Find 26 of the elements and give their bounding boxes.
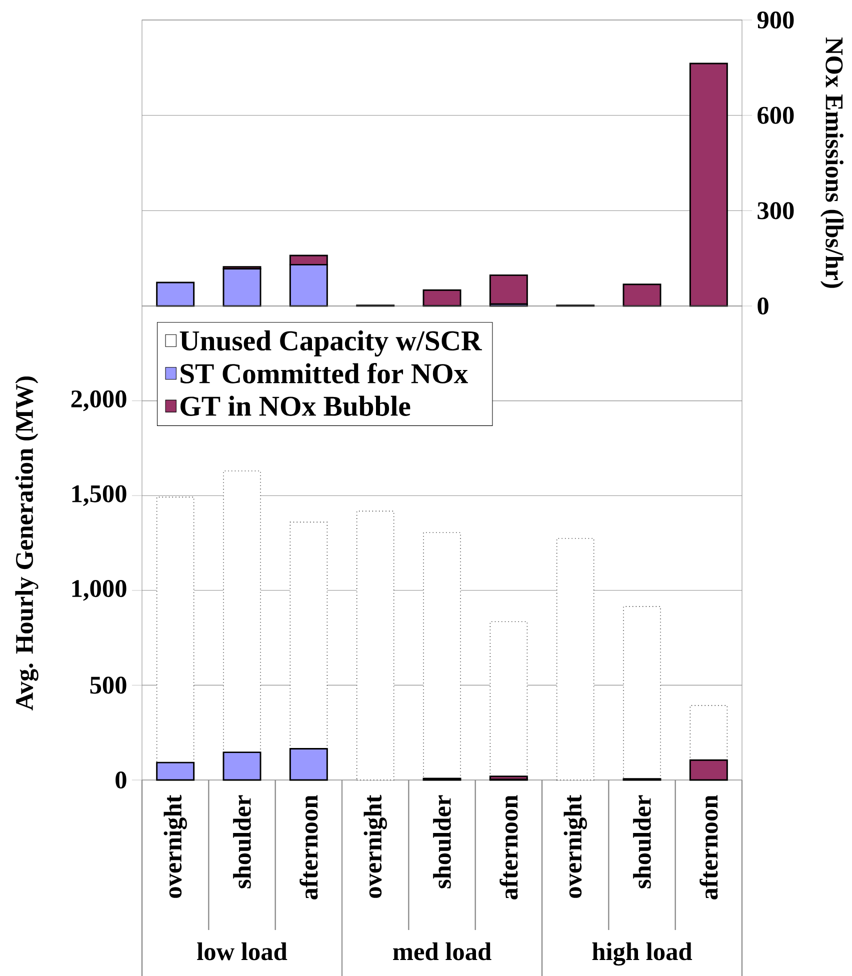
x-tick-label: afternoon bbox=[300, 795, 318, 900]
text: high load bbox=[592, 942, 692, 966]
y2-axis-title: NOx Emissions (lbs/hr) bbox=[820, 37, 844, 288]
x-tick-label: overnight bbox=[164, 794, 187, 898]
y-tick-label: 1,000 bbox=[72, 580, 126, 601]
x-tick-label: shoulder bbox=[233, 795, 251, 888]
y2-tick-label: 0 bbox=[758, 297, 768, 315]
x-tick-label: afternoon bbox=[700, 795, 718, 900]
x-tick-label: shoulder bbox=[633, 795, 651, 888]
y-axis-title: Avg. Hourly Generation (MW) bbox=[15, 376, 38, 710]
y2-tick-label: 300 bbox=[758, 202, 794, 220]
legend-label: GT in NOx Bubble bbox=[180, 396, 410, 416]
x-tick-label: afternoon bbox=[500, 795, 518, 900]
x-tick-label: overnight bbox=[364, 794, 387, 898]
text: low load bbox=[197, 942, 288, 960]
y-tick-label: 2,000 bbox=[71, 390, 126, 412]
legend-label: Unused Capacity w/SCR bbox=[180, 330, 482, 356]
x-tick-label: overnight bbox=[564, 794, 587, 898]
y-tick-label: 1,500 bbox=[72, 485, 126, 506]
y2-tick-label: 900 bbox=[757, 11, 794, 29]
y-tick-label: 0 bbox=[116, 771, 126, 789]
y-tick-label: 500 bbox=[90, 676, 126, 694]
y2-tick-label: 600 bbox=[758, 106, 794, 124]
text: med load bbox=[393, 942, 492, 960]
x-tick-label: shoulder bbox=[433, 795, 451, 888]
legend-label: ST Committed for NOx bbox=[180, 362, 468, 384]
